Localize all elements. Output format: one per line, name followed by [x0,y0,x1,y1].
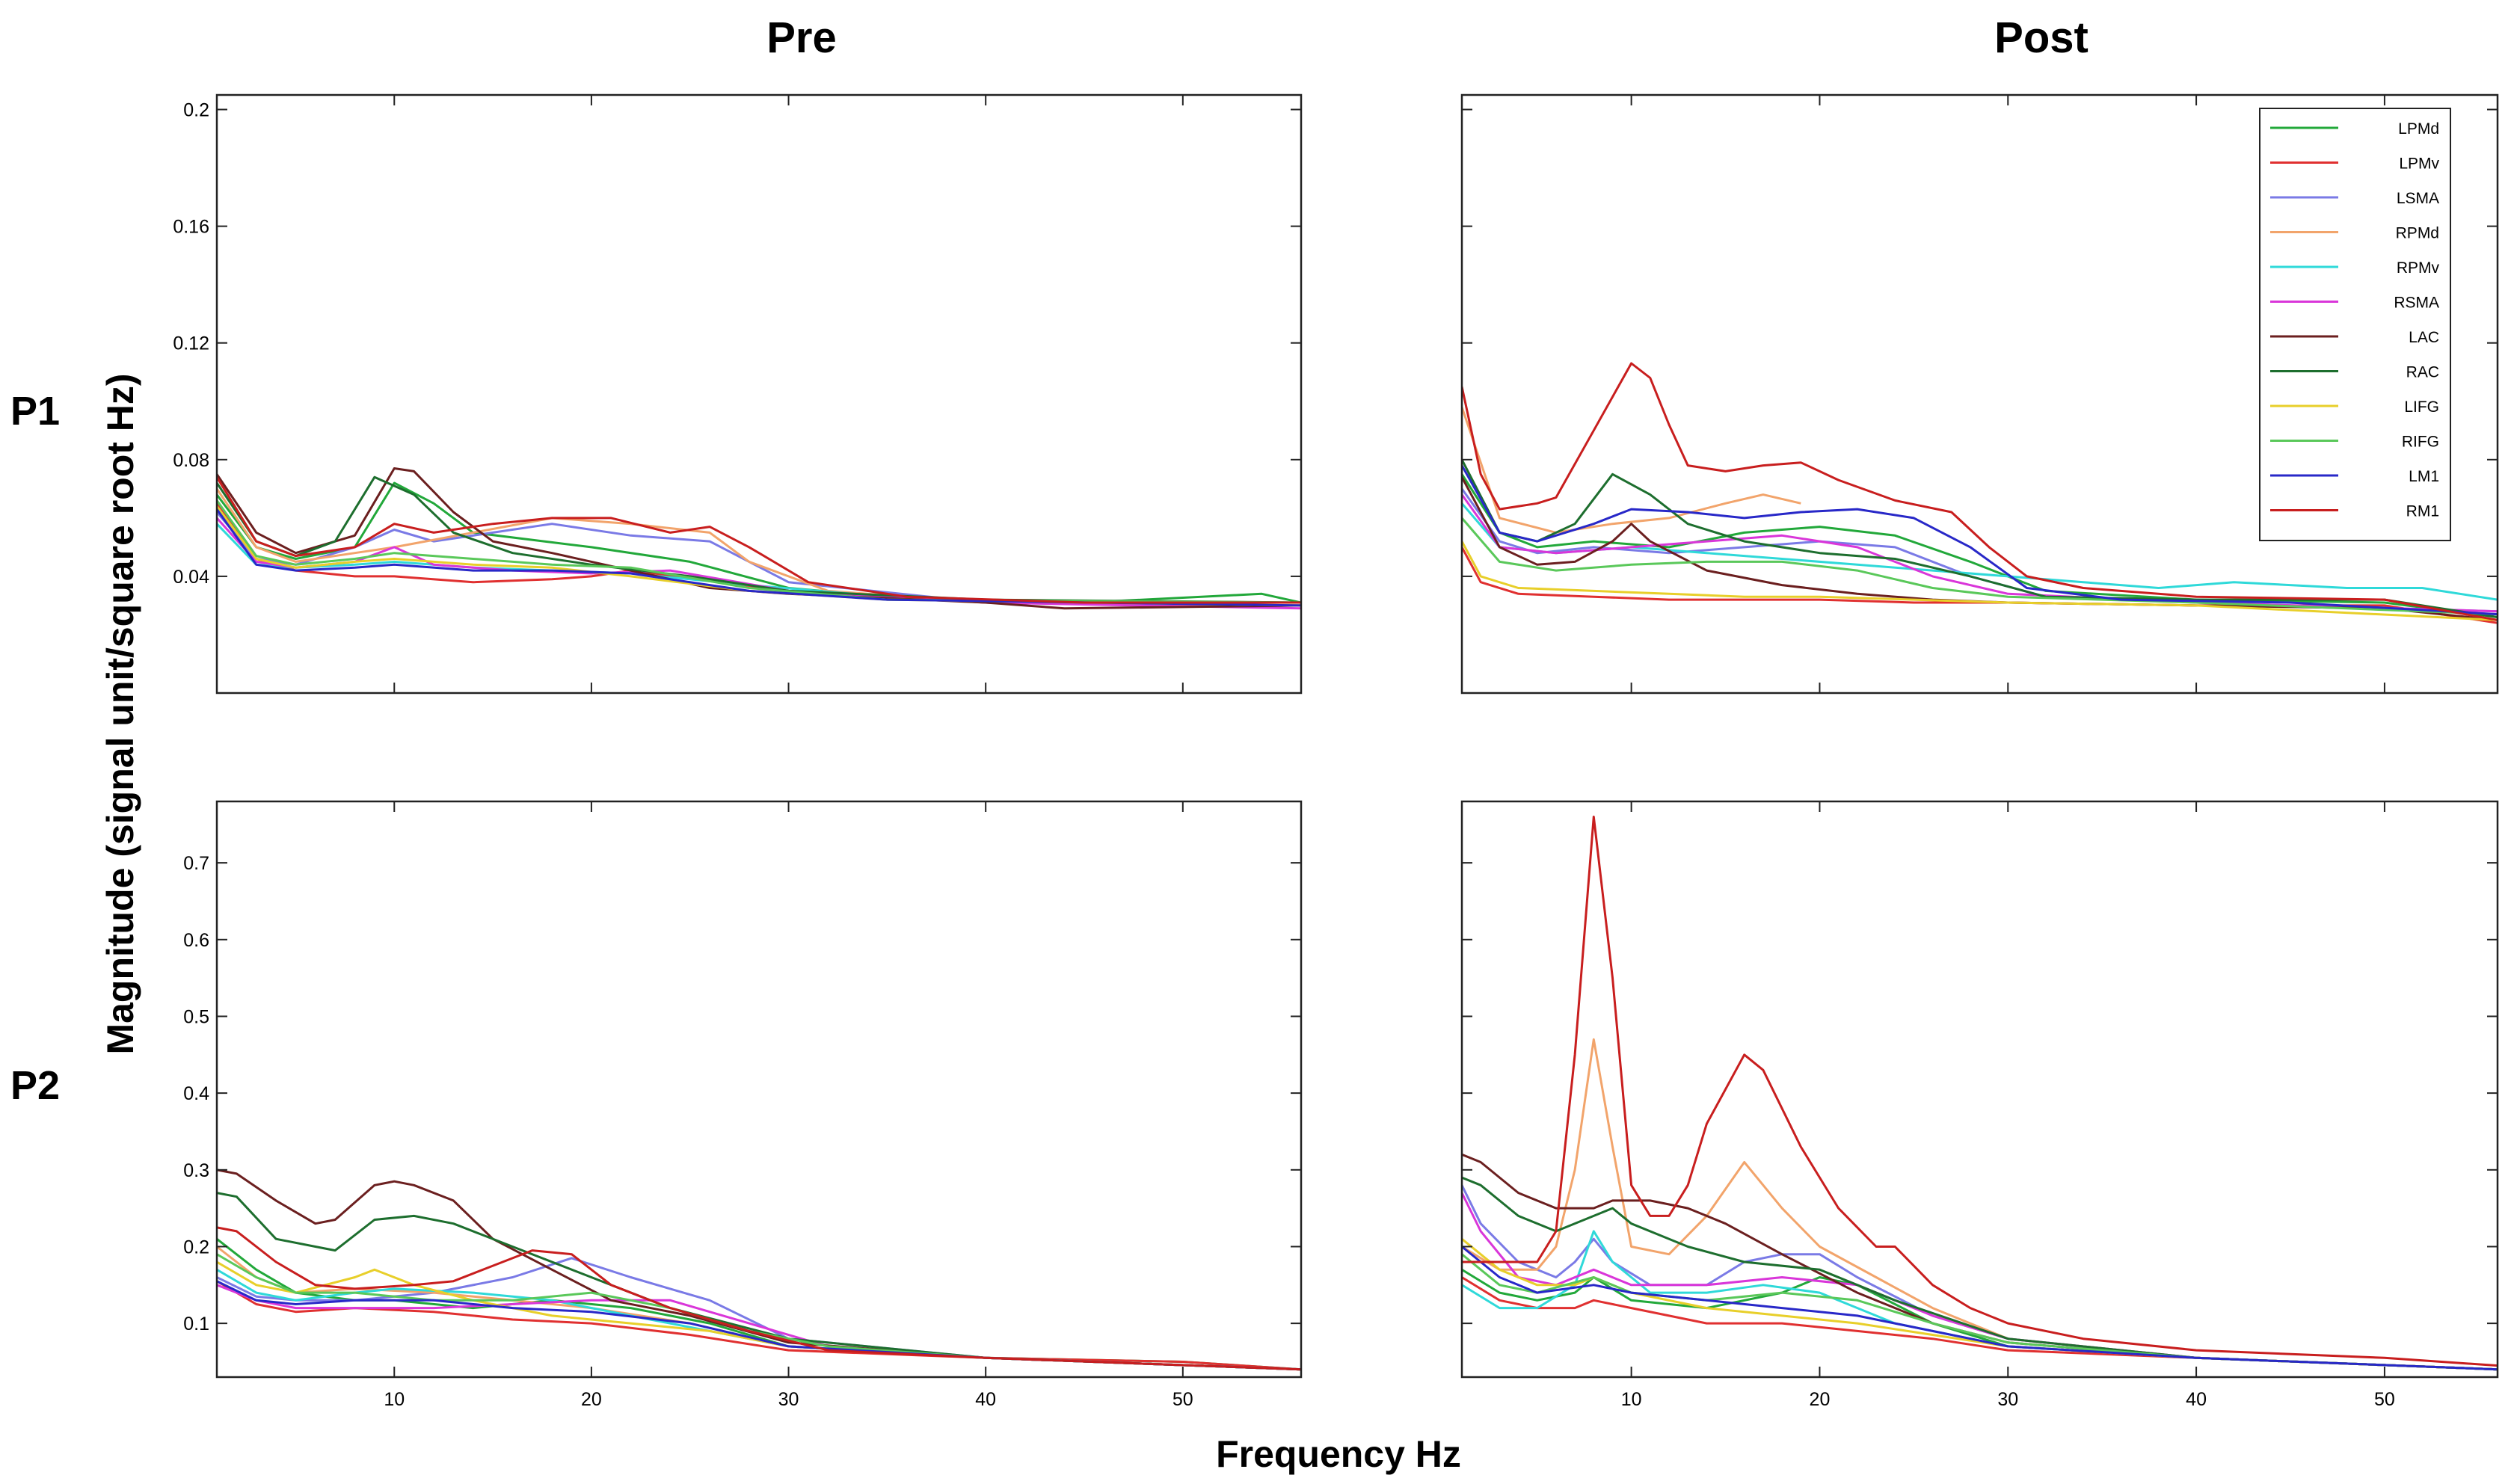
legend-box [2259,108,2451,541]
x-tick-label: 40 [975,1389,996,1410]
legend-label-lifg: LIFG [2404,398,2439,416]
plot-frame [215,93,1303,695]
panel-p1-post [1460,93,2499,695]
legend-label-rsma: RSMA [2394,295,2439,312]
series-line-lpmd [1462,1269,2498,1371]
column-title-pre: Pre [766,13,837,62]
y-tick-label: 0.6 [183,930,209,951]
x-tick-label: 10 [1621,1389,1642,1410]
series-line-rm1 [217,1226,1301,1371]
legend-label-lsma: LSMA [2397,190,2439,207]
legend-label-lm1: LM1 [2409,468,2439,485]
y-tick-label: 0.2 [183,100,209,121]
legend-label-lpmd: LPMd [2398,120,2439,138]
y-tick-label: 0.2 [183,1237,209,1257]
series-line-rifg [1462,1253,2498,1371]
series-group [217,1169,1301,1371]
series-line-rpmd [1462,1038,2498,1371]
series-line-rifg [1462,517,2498,616]
panel-p2-pre: 0.1 0.2 0.3 0.4 0.5 0.6 0.7 10 20 30 40 50 [183,800,1303,1410]
series-line-rifg [217,499,1301,604]
legend-label-rifg: RIFG [2402,434,2439,451]
row-label-p2: P2 [10,1063,60,1108]
series-line-lm1 [217,508,1301,607]
x-tick-label: 10 [384,1389,405,1410]
series-line-rac [1462,1176,2498,1371]
series-line-rac [1462,459,2498,618]
series-line-lpmd [217,481,1301,604]
series-line-rpmd [1462,407,1801,534]
series-line-lm1 [217,1280,1301,1371]
series-line-rac [217,1192,1301,1371]
y-tick-label: 0.1 [183,1314,209,1334]
legend-label-rpmv: RPMv [2397,259,2440,277]
series-line-rm1 [217,476,1301,604]
series-line-lifg [217,1260,1301,1371]
series-line-lm1 [1462,464,2498,616]
series-line-lsma [217,1257,1301,1371]
y-tick-label: 0.5 [183,1006,209,1027]
x-tick-label: 30 [778,1389,799,1410]
series-line-rpmv [217,1269,1301,1371]
series-line-rac [217,475,1301,604]
y-tick-label: 0.4 [183,1083,209,1104]
y-tick-label: 0.04 [173,567,209,588]
x-tick-label: 20 [1810,1389,1831,1410]
series-line-rifg [217,1253,1301,1371]
x-tick-label: 20 [581,1389,602,1410]
column-title-post: Post [1994,13,2089,62]
series-line-lm1 [1462,1246,2498,1371]
series-line-rm1 [1462,816,2498,1367]
series-line-lpmd [217,1238,1301,1371]
x-tick-label: 30 [1997,1389,2018,1410]
legend-label-rm1: RM1 [2406,503,2439,520]
y-tick-label: 0.3 [183,1160,209,1181]
series-group [1462,816,2498,1371]
x-tick-label: 50 [1172,1389,1193,1410]
x-tick-label: 50 [2374,1389,2395,1410]
x-axis-label: Frequency Hz [1216,1433,1461,1475]
y-tick-label: 0.12 [173,333,209,354]
series-line-rpmv [1462,1230,2498,1371]
series-group [1462,362,2498,624]
y-axis-label: Magnitude (signal unit/square root Hz) [99,373,141,1054]
panel-p1-pre: 0.04 0.08 0.12 0.16 0.2 [173,93,1303,695]
plot-frame [1460,93,2499,695]
y-tick-label: 0.7 [183,853,209,874]
plot-frame [215,800,1303,1379]
plot-frame [1460,800,2499,1379]
legend-label-lac: LAC [2409,329,2439,346]
legend-label-rac: RAC [2406,364,2439,381]
legend-label-lpmv: LPMv [2399,156,2439,173]
series-line-lifg [1462,541,2498,621]
x-tick-label: 40 [2186,1389,2207,1410]
legend: LPMd LPMv LSMA RPMd RPMv RSMA LAC RAC LIFG RIFG LM… [2259,108,2451,541]
row-label-p1: P1 [10,389,60,434]
panel-p2-post: 10 20 30 40 50 [1460,800,2499,1410]
y-tick-label: 0.16 [173,217,209,238]
series-line-rm1 [1462,362,2498,621]
y-tick-label: 0.08 [173,450,209,471]
series-group [217,467,1301,610]
legend-label-rpmd: RPMd [2396,225,2439,242]
